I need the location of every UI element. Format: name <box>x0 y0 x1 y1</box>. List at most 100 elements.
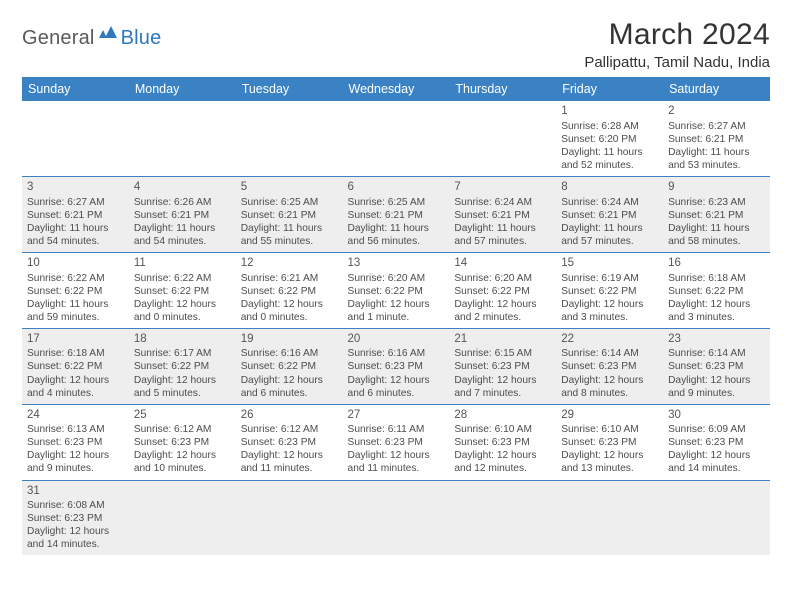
day-info-line: Daylight: 11 hours <box>668 222 766 235</box>
day-info-line: and 10 minutes. <box>134 462 232 475</box>
day-info-line: and 55 minutes. <box>241 235 339 248</box>
day-info-line: and 56 minutes. <box>348 235 446 248</box>
day-info-line: Sunset: 6:22 PM <box>241 285 339 298</box>
day-info-line: and 58 minutes. <box>668 235 766 248</box>
day-info-line: Sunset: 6:23 PM <box>27 512 125 525</box>
day-info-line: Sunrise: 6:28 AM <box>561 120 659 133</box>
day-info-line: Daylight: 12 hours <box>241 449 339 462</box>
day-info-line: Daylight: 12 hours <box>134 298 232 311</box>
day-number: 4 <box>134 180 232 195</box>
day-info-line: Sunrise: 6:12 AM <box>241 423 339 436</box>
day-info-line: Sunset: 6:21 PM <box>241 209 339 222</box>
day-info-line: Sunset: 6:21 PM <box>134 209 232 222</box>
day-info-line: Sunset: 6:23 PM <box>348 360 446 373</box>
calendar-empty-cell <box>556 480 663 555</box>
day-info-line: Sunrise: 6:26 AM <box>134 196 232 209</box>
day-info-line: Sunset: 6:22 PM <box>241 360 339 373</box>
day-info-line: Daylight: 12 hours <box>561 374 659 387</box>
day-info-line: Sunset: 6:21 PM <box>27 209 125 222</box>
day-number: 1 <box>561 104 659 119</box>
calendar-day-cell: 20Sunrise: 6:16 AMSunset: 6:23 PMDayligh… <box>343 328 450 404</box>
day-number: 14 <box>454 256 552 271</box>
day-info-line: Daylight: 12 hours <box>668 449 766 462</box>
day-info-line: Daylight: 12 hours <box>27 525 125 538</box>
day-info-line: Sunrise: 6:23 AM <box>668 196 766 209</box>
day-info-line: and 0 minutes. <box>134 311 232 324</box>
day-number: 8 <box>561 180 659 195</box>
day-info-line: Sunrise: 6:08 AM <box>27 499 125 512</box>
weekday-header: Friday <box>556 77 663 101</box>
calendar-day-cell: 27Sunrise: 6:11 AMSunset: 6:23 PMDayligh… <box>343 404 450 480</box>
day-number: 3 <box>27 180 125 195</box>
day-info-line: Daylight: 12 hours <box>241 298 339 311</box>
day-number: 27 <box>348 408 446 423</box>
day-info-line: Sunset: 6:22 PM <box>668 285 766 298</box>
day-info-line: Sunset: 6:21 PM <box>348 209 446 222</box>
day-info-line: Daylight: 11 hours <box>668 146 766 159</box>
day-number: 2 <box>668 104 766 119</box>
location-text: Pallipattu, Tamil Nadu, India <box>584 54 770 71</box>
day-info-line: Daylight: 12 hours <box>134 449 232 462</box>
day-info-line: and 9 minutes. <box>668 387 766 400</box>
calendar-week-row: 3Sunrise: 6:27 AMSunset: 6:21 PMDaylight… <box>22 176 770 252</box>
day-info-line: Sunrise: 6:15 AM <box>454 347 552 360</box>
calendar-day-cell: 7Sunrise: 6:24 AMSunset: 6:21 PMDaylight… <box>449 176 556 252</box>
calendar-day-cell: 17Sunrise: 6:18 AMSunset: 6:22 PMDayligh… <box>22 328 129 404</box>
calendar-day-cell: 15Sunrise: 6:19 AMSunset: 6:22 PMDayligh… <box>556 252 663 328</box>
calendar-day-cell: 22Sunrise: 6:14 AMSunset: 6:23 PMDayligh… <box>556 328 663 404</box>
day-number: 21 <box>454 332 552 347</box>
day-info-line: Sunrise: 6:22 AM <box>27 272 125 285</box>
day-number: 7 <box>454 180 552 195</box>
calendar-day-cell: 10Sunrise: 6:22 AMSunset: 6:22 PMDayligh… <box>22 252 129 328</box>
day-info-line: and 9 minutes. <box>27 462 125 475</box>
day-info-line: and 59 minutes. <box>27 311 125 324</box>
day-info-line: and 11 minutes. <box>241 462 339 475</box>
calendar-day-cell: 30Sunrise: 6:09 AMSunset: 6:23 PMDayligh… <box>663 404 770 480</box>
title-block: March 2024 Pallipattu, Tamil Nadu, India <box>584 18 770 71</box>
day-number: 16 <box>668 256 766 271</box>
calendar-empty-cell <box>22 101 129 176</box>
calendar-empty-cell <box>236 101 343 176</box>
day-info-line: Daylight: 11 hours <box>134 222 232 235</box>
day-info-line: Daylight: 11 hours <box>27 298 125 311</box>
day-number: 28 <box>454 408 552 423</box>
day-info-line: Sunset: 6:22 PM <box>27 285 125 298</box>
day-info-line: Daylight: 12 hours <box>561 298 659 311</box>
day-info-line: Daylight: 12 hours <box>454 449 552 462</box>
day-info-line: Daylight: 12 hours <box>454 374 552 387</box>
day-info-line: Daylight: 11 hours <box>241 222 339 235</box>
calendar-header-row: SundayMondayTuesdayWednesdayThursdayFrid… <box>22 77 770 101</box>
day-info-line: and 6 minutes. <box>241 387 339 400</box>
day-info-line: and 57 minutes. <box>454 235 552 248</box>
day-info-line: Daylight: 12 hours <box>348 374 446 387</box>
calendar-day-cell: 3Sunrise: 6:27 AMSunset: 6:21 PMDaylight… <box>22 176 129 252</box>
calendar-day-cell: 16Sunrise: 6:18 AMSunset: 6:22 PMDayligh… <box>663 252 770 328</box>
day-number: 5 <box>241 180 339 195</box>
calendar-day-cell: 12Sunrise: 6:21 AMSunset: 6:22 PMDayligh… <box>236 252 343 328</box>
day-info-line: Sunset: 6:23 PM <box>348 436 446 449</box>
day-info-line: Sunrise: 6:10 AM <box>454 423 552 436</box>
day-info-line: Sunrise: 6:22 AM <box>134 272 232 285</box>
day-info-line: Sunrise: 6:18 AM <box>27 347 125 360</box>
day-info-line: and 5 minutes. <box>134 387 232 400</box>
day-info-line: and 14 minutes. <box>668 462 766 475</box>
calendar-table: SundayMondayTuesdayWednesdayThursdayFrid… <box>22 77 770 555</box>
calendar-day-cell: 18Sunrise: 6:17 AMSunset: 6:22 PMDayligh… <box>129 328 236 404</box>
day-info-line: Sunset: 6:21 PM <box>561 209 659 222</box>
day-info-line: and 3 minutes. <box>561 311 659 324</box>
calendar-day-cell: 23Sunrise: 6:14 AMSunset: 6:23 PMDayligh… <box>663 328 770 404</box>
day-info-line: Sunset: 6:22 PM <box>454 285 552 298</box>
day-info-line: Sunrise: 6:25 AM <box>241 196 339 209</box>
calendar-empty-cell <box>343 480 450 555</box>
calendar-day-cell: 2Sunrise: 6:27 AMSunset: 6:21 PMDaylight… <box>663 101 770 176</box>
flag-icon <box>99 26 119 45</box>
day-info-line: Daylight: 12 hours <box>668 374 766 387</box>
day-info-line: Daylight: 12 hours <box>561 449 659 462</box>
calendar-day-cell: 26Sunrise: 6:12 AMSunset: 6:23 PMDayligh… <box>236 404 343 480</box>
calendar-day-cell: 5Sunrise: 6:25 AMSunset: 6:21 PMDaylight… <box>236 176 343 252</box>
day-info-line: Daylight: 11 hours <box>561 222 659 235</box>
calendar-empty-cell <box>129 101 236 176</box>
day-info-line: Daylight: 12 hours <box>668 298 766 311</box>
day-number: 31 <box>27 484 125 499</box>
day-info-line: and 54 minutes. <box>134 235 232 248</box>
